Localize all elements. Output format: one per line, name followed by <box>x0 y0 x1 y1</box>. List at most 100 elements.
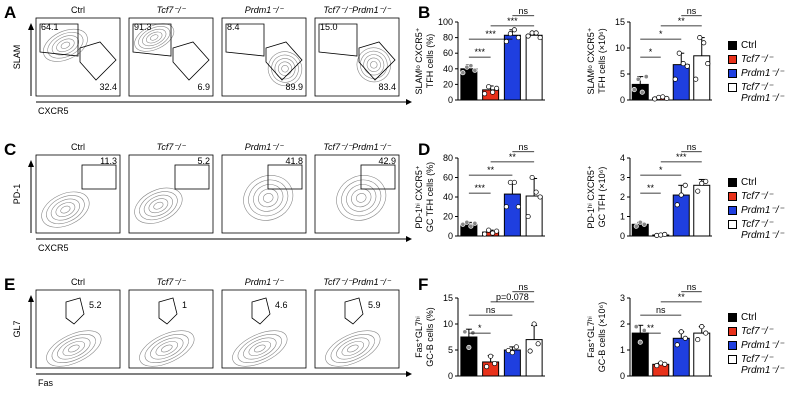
data-point <box>697 35 703 41</box>
legend-swatch <box>728 341 737 350</box>
contour <box>148 198 169 214</box>
flow-ylabel: PD-1 <box>12 184 22 205</box>
contour <box>232 330 288 367</box>
gate-value: 5.2 <box>197 156 210 166</box>
data-point <box>631 87 637 93</box>
gate <box>81 164 117 190</box>
contour <box>347 344 359 353</box>
contour <box>134 187 183 224</box>
data-point <box>533 189 539 195</box>
legend-swatch <box>728 206 737 215</box>
data-point <box>472 67 478 73</box>
y-tick-label: 0 <box>620 231 625 241</box>
contour <box>370 61 378 69</box>
contour <box>51 333 96 364</box>
data-point <box>641 221 647 227</box>
legend-label: Prdm1⁻/⁻ <box>741 205 784 216</box>
contour <box>60 41 71 49</box>
contour <box>139 330 195 367</box>
legend-swatch <box>728 327 737 336</box>
legend-swatch <box>728 55 737 64</box>
data-point <box>490 230 496 236</box>
data-point <box>701 40 707 46</box>
y-tick-label: 5 <box>620 69 625 79</box>
contour <box>62 341 86 356</box>
flow-title: Tcf7⁻/⁻ <box>157 277 187 287</box>
significance-label: ns <box>687 282 697 292</box>
data-point <box>678 192 684 198</box>
legend-swatch <box>728 83 737 92</box>
gate <box>267 164 303 190</box>
contour <box>237 333 282 364</box>
legend-entry: Tcf7⁻/⁻ <box>728 54 800 65</box>
y-tick-label: 0 <box>620 371 625 381</box>
significance-label: * <box>649 47 653 57</box>
data-point <box>674 342 680 348</box>
gate <box>158 297 178 325</box>
legend-entry: Tcf7⁻/⁻ <box>728 326 800 337</box>
data-point <box>486 84 492 90</box>
legend-entry: Prdm1⁻/⁻ <box>728 68 800 79</box>
data-point <box>515 35 521 41</box>
y-tick-label: 100 <box>438 17 453 27</box>
contour <box>330 333 375 364</box>
legend-swatch <box>728 69 737 78</box>
legend-swatch <box>728 220 737 229</box>
contour <box>55 202 76 217</box>
data-point <box>693 76 699 82</box>
data-point <box>641 327 647 334</box>
y-axis-label: PD-1ʰⁱ CXCR5⁺ <box>414 165 424 229</box>
data-point <box>462 329 468 335</box>
legend-entry: Tcf7⁻/⁻ <box>728 191 800 202</box>
gate-value: 89.9 <box>285 82 303 92</box>
significance-label: ** <box>647 183 655 193</box>
data-point <box>633 324 639 330</box>
legend-swatch <box>728 192 737 201</box>
legend-entry: Ctrl <box>728 177 800 188</box>
significance-label: * <box>659 165 663 175</box>
gate-value: 5.9 <box>368 300 381 310</box>
significance-label: ns <box>687 142 697 152</box>
significance-label: ** <box>678 292 686 302</box>
y-arrow-head <box>28 160 34 167</box>
significance-label: *** <box>474 47 485 57</box>
data-point <box>703 330 709 336</box>
contour <box>56 38 75 53</box>
gate <box>132 23 172 57</box>
data-point <box>484 364 490 370</box>
contour <box>68 344 80 353</box>
contour <box>50 198 80 221</box>
flow-frame <box>221 289 307 369</box>
contour <box>150 337 184 360</box>
y-tick-label: 0 <box>448 231 453 241</box>
legend-label: Prdm1⁻/⁻ <box>741 340 784 351</box>
significance-label: ns <box>486 305 496 315</box>
data-point <box>511 179 517 185</box>
contour <box>277 61 293 76</box>
y-tick-label: 40 <box>443 192 453 202</box>
legend-label: Tcf7⁻/⁻ <box>741 326 773 337</box>
gate <box>225 23 265 57</box>
gate <box>39 23 79 57</box>
contour <box>366 57 381 72</box>
data-point <box>507 31 513 37</box>
gate-value: 41.8 <box>285 156 303 166</box>
y-tick-label: 1 <box>620 212 625 222</box>
contour <box>243 175 294 221</box>
flow-title: Tcf7⁻/⁻ <box>157 142 187 152</box>
significance-label: ** <box>647 323 655 333</box>
gate-value: 8.4 <box>227 22 240 32</box>
data-point <box>662 361 668 367</box>
data-point <box>533 30 539 36</box>
gate <box>344 297 364 325</box>
gate <box>251 297 271 325</box>
y-tick-label: 80 <box>443 153 453 163</box>
gate-value: 5.2 <box>89 300 102 310</box>
gate-value: 83.4 <box>378 82 396 92</box>
significance-label: ** <box>509 152 517 162</box>
bar <box>525 34 543 101</box>
contour <box>42 28 88 62</box>
data-point <box>494 85 500 91</box>
panel-letter: C <box>4 140 16 159</box>
gate <box>172 41 210 81</box>
